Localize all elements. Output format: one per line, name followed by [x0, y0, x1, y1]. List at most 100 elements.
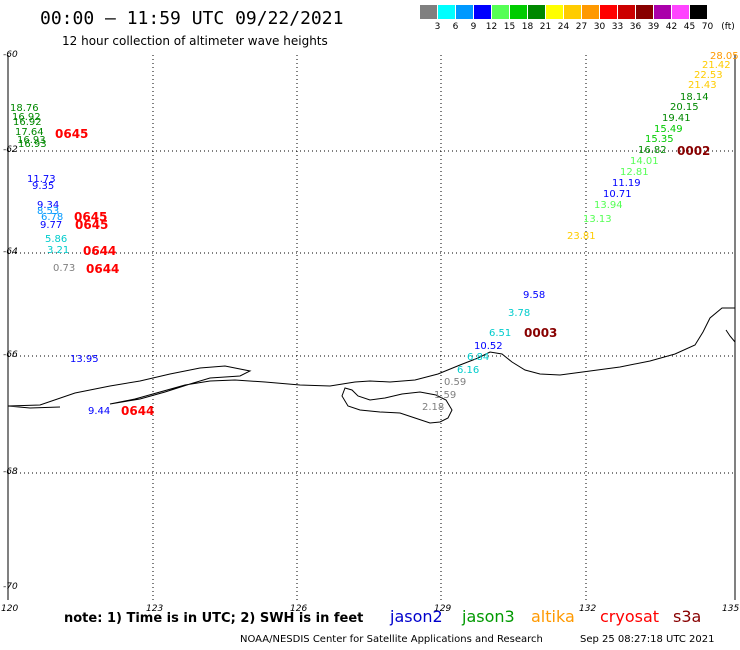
wave-height-label: 0.59: [444, 377, 467, 388]
lat-label: -60: [3, 50, 18, 60]
wave-height-label: 28.05: [710, 51, 739, 62]
scale-swatch: [600, 5, 617, 19]
wave-height-label: 16.82: [638, 145, 667, 156]
antarctic-coastline: [7, 307, 736, 424]
scale-swatch: [672, 5, 689, 19]
wave-height-label: 6.78: [41, 212, 64, 223]
wave-height-label: 10.71: [603, 189, 632, 200]
scale-unit: (ft): [721, 22, 735, 32]
wave-height-label: 15.49: [654, 124, 683, 135]
credit-line: NOAA/NESDIS Center for Satellite Applica…: [240, 634, 543, 645]
scale-swatch: [420, 5, 437, 19]
scale-swatch: [690, 5, 707, 19]
pass-time-label: 0645: [55, 127, 89, 141]
wave-height-label: 16.92: [13, 117, 42, 128]
scale-label: 27: [575, 22, 588, 32]
lat-label: -62: [3, 145, 18, 155]
legend-altika: altika: [531, 607, 575, 626]
wave-height-label: 17.64: [15, 127, 44, 138]
wave-height-label: 9.35: [32, 181, 55, 192]
scale-swatch: [510, 5, 527, 19]
map-subtitle: 12 hour collection of altimeter wave hei…: [62, 34, 328, 48]
scale-swatch: [492, 5, 509, 19]
wave-height-label: 23.81: [567, 231, 596, 242]
pass-time-label: 0645: [75, 218, 109, 232]
scale-label: 30: [593, 22, 606, 32]
scale-label: 15: [503, 22, 516, 32]
scale-label: 21: [539, 22, 552, 32]
lon-label: 135: [722, 604, 740, 614]
wave-height-label: 16.93: [17, 135, 46, 146]
lon-label: 129: [434, 604, 452, 614]
lon-label: 126: [290, 604, 308, 614]
scale-label: 12: [485, 22, 498, 32]
wave-height-label: 0.73: [53, 263, 76, 274]
scale-label: 36: [629, 22, 642, 32]
wave-height-label: 9.44: [88, 406, 111, 417]
wave-height-label: 18.76: [10, 103, 39, 114]
lon-label: 120: [1, 604, 19, 614]
scale-label: 42: [665, 22, 678, 32]
legend-jason2: jason2: [390, 607, 443, 626]
scale-swatch: [654, 5, 671, 19]
scale-label: 3: [434, 22, 441, 32]
wave-height-label: 9.77: [40, 220, 63, 231]
scale-swatch: [636, 5, 653, 19]
lat-label: -64: [3, 247, 18, 257]
wave-height-label: 13.94: [594, 200, 623, 211]
scale-label: 39: [647, 22, 660, 32]
wave-height-label: 6.84: [467, 352, 490, 363]
scale-label: 45: [683, 22, 696, 32]
lat-label: -68: [3, 467, 18, 477]
wave-height-label: 11.73: [27, 174, 56, 185]
lon-label: 123: [146, 604, 164, 614]
pass-time-label: 0644: [121, 404, 155, 418]
lat-label: -66: [3, 350, 18, 360]
wave-height-label: 18.14: [680, 92, 709, 103]
scale-swatch: [456, 5, 473, 19]
pass-time-label: 0002: [677, 144, 711, 158]
scale-label: 70: [701, 22, 714, 32]
wave-height-label: 6.51: [489, 328, 512, 339]
wave-height-label: 14.01: [630, 156, 659, 167]
scale-swatch: [618, 5, 635, 19]
scale-swatch: [582, 5, 599, 19]
scale-label: 9: [470, 22, 477, 32]
lat-label: -70: [3, 582, 18, 592]
scale-label: 18: [521, 22, 534, 32]
wave-height-label: 8.53: [37, 206, 60, 217]
scale-label: 33: [611, 22, 624, 32]
wave-height-label: 3.21: [47, 245, 70, 256]
wave-height-label: 21.43: [688, 80, 717, 91]
wave-height-label: 16.93: [18, 139, 47, 150]
wave-height-label: 2.18: [422, 402, 445, 413]
wave-height-label: 15.35: [645, 134, 674, 145]
wave-height-label: 21.42: [702, 60, 731, 71]
scale-swatch: [528, 5, 545, 19]
pass-time-label: 0644: [86, 262, 120, 276]
wave-height-label: 22.53: [694, 70, 723, 81]
scale-swatch: [546, 5, 563, 19]
wave-height-label: 9.58: [523, 290, 546, 301]
wave-height-label: 20.15: [670, 102, 699, 113]
scale-swatch: [474, 5, 491, 19]
footer-note: note: 1) Time is in UTC; 2) SWH is in fe…: [64, 611, 364, 626]
wave-height-label: 13.95: [70, 354, 99, 365]
legend-s3a: s3a: [673, 607, 702, 626]
pass-time-label: 0644: [83, 244, 117, 258]
wave-height-label: 11.19: [612, 178, 641, 189]
lon-label: 132: [579, 604, 597, 614]
legend-jason3: jason3: [462, 607, 515, 626]
map-title: 00:00 – 11:59 UTC 09/22/2021: [40, 8, 344, 29]
wave-height-label: 12.81: [620, 167, 649, 178]
scale-swatch: [438, 5, 455, 19]
wave-height-label: 19.41: [662, 113, 691, 124]
graticule: [8, 55, 735, 600]
scale-label: 24: [557, 22, 570, 32]
pass-time-label: 0003: [524, 326, 558, 340]
wave-height-label: 10.52: [474, 341, 503, 352]
generated-timestamp: Sep 25 08:27:18 UTC 2021: [580, 634, 715, 645]
wave-height-label: 13.13: [583, 214, 612, 225]
pass-time-label: 0645: [74, 210, 108, 224]
